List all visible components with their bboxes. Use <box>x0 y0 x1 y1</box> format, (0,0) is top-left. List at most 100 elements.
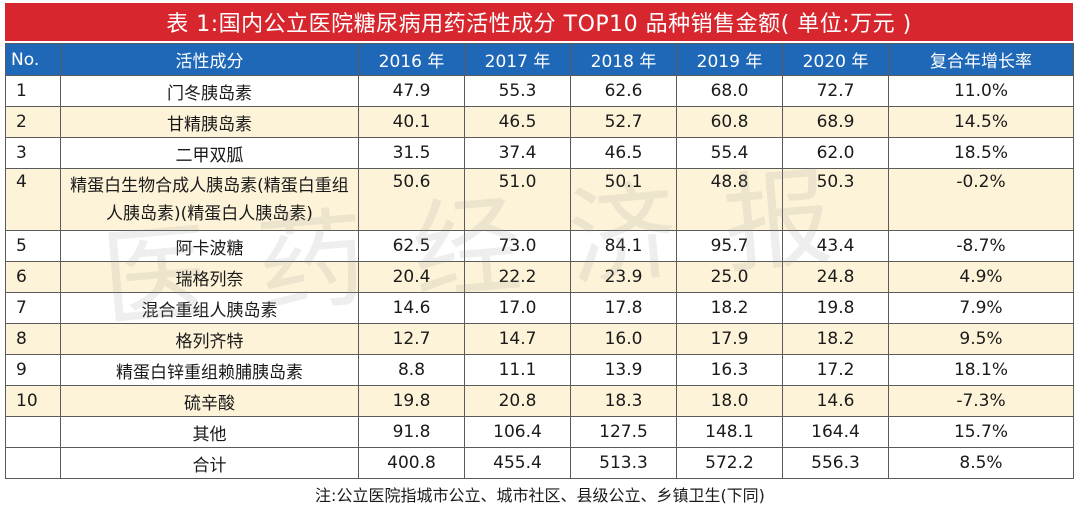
value-2017: 37.4 <box>464 137 571 169</box>
ingredient-name: 阿卡波糖 <box>60 230 359 262</box>
header-row: No. 活性成分 2016 年 2017 年 2018 年 2019 年 202… <box>5 43 1074 76</box>
value-2017: 11.1 <box>464 354 571 386</box>
ingredient-name: 门冬胰岛素 <box>60 75 359 107</box>
cagr-value: 18.5% <box>888 137 1074 169</box>
value-2016: 8.8 <box>358 354 465 386</box>
ingredient-name: 混合重组人胰岛素 <box>60 292 359 324</box>
value-2020: 164.4 <box>782 416 889 448</box>
value-2019: 18.2 <box>676 292 783 324</box>
value-2019: 16.3 <box>676 354 783 386</box>
value-2020: 24.8 <box>782 261 889 293</box>
value-2020: 72.7 <box>782 75 889 107</box>
value-2018: 46.5 <box>570 137 677 169</box>
row-number <box>5 416 61 448</box>
value-2017: 14.7 <box>464 323 571 355</box>
value-2018: 50.1 <box>570 168 677 231</box>
value-2017: 46.5 <box>464 106 571 138</box>
value-2019: 68.0 <box>676 75 783 107</box>
value-2019: 25.0 <box>676 261 783 293</box>
value-2019: 18.0 <box>676 385 783 417</box>
table-row: 10 硫辛酸 19.8 20.8 18.3 18.0 14.6 -7.3% <box>5 385 1074 417</box>
cagr-value: -8.7% <box>888 230 1074 262</box>
ingredient-name: 硫辛酸 <box>60 385 359 417</box>
row-number: 9 <box>5 354 61 386</box>
table-row: 4 精蛋白生物合成人胰岛素(精蛋白重组人胰岛素)(精蛋白人胰岛素) 50.6 5… <box>5 168 1074 231</box>
value-2020: 43.4 <box>782 230 889 262</box>
ingredient-name: 格列齐特 <box>60 323 359 355</box>
row-number: 7 <box>5 292 61 324</box>
ingredient-name: 二甲双胍 <box>60 137 359 169</box>
value-2017: 455.4 <box>464 447 571 479</box>
table-row: 6 瑞格列奈 20.4 22.2 23.9 25.0 24.8 4.9% <box>5 261 1074 293</box>
value-2019: 48.8 <box>676 168 783 231</box>
value-2018: 18.3 <box>570 385 677 417</box>
table-row: 7 混合重组人胰岛素 14.6 17.0 17.8 18.2 19.8 7.9% <box>5 292 1074 324</box>
row-number: 10 <box>5 385 61 417</box>
row-number: 3 <box>5 137 61 169</box>
value-2018: 84.1 <box>570 230 677 262</box>
table-row: 5 阿卡波糖 62.5 73.0 84.1 95.7 43.4 -8.7% <box>5 230 1074 262</box>
ingredient-name: 甘精胰岛素 <box>60 106 359 138</box>
value-2017: 106.4 <box>464 416 571 448</box>
value-2020: 18.2 <box>782 323 889 355</box>
value-2016: 62.5 <box>358 230 465 262</box>
row-number: 2 <box>5 106 61 138</box>
ingredient-name: 瑞格列奈 <box>60 261 359 293</box>
value-2016: 20.4 <box>358 261 465 293</box>
value-2020: 556.3 <box>782 447 889 479</box>
value-2017: 20.8 <box>464 385 571 417</box>
value-2019: 572.2 <box>676 447 783 479</box>
value-2018: 23.9 <box>570 261 677 293</box>
value-2016: 40.1 <box>358 106 465 138</box>
value-2020: 68.9 <box>782 106 889 138</box>
cagr-value: 9.5% <box>888 323 1074 355</box>
value-2020: 19.8 <box>782 292 889 324</box>
cagr-value: 4.9% <box>888 261 1074 293</box>
table-row-total: 合计 400.8 455.4 513.3 572.2 556.3 8.5% <box>5 447 1074 479</box>
value-2020: 17.2 <box>782 354 889 386</box>
value-2016: 14.6 <box>358 292 465 324</box>
row-number: 6 <box>5 261 61 293</box>
cagr-value: 15.7% <box>888 416 1074 448</box>
header-cell-no: No. <box>5 43 61 76</box>
row-number: 8 <box>5 323 61 355</box>
value-2018: 62.6 <box>570 75 677 107</box>
value-2017: 73.0 <box>464 230 571 262</box>
ingredient-name: 精蛋白锌重组赖脯胰岛素 <box>60 354 359 386</box>
row-number <box>5 447 61 479</box>
value-2020: 50.3 <box>782 168 889 231</box>
ingredient-name: 其他 <box>60 416 359 448</box>
value-2017: 51.0 <box>464 168 571 231</box>
header-cell-2019: 2019 年 <box>676 43 783 76</box>
header-cell-2020: 2020 年 <box>782 43 889 76</box>
value-2017: 55.3 <box>464 75 571 107</box>
row-number: 1 <box>5 75 61 107</box>
table-row: 8 格列齐特 12.7 14.7 16.0 17.9 18.2 9.5% <box>5 323 1074 355</box>
table-row: 2 甘精胰岛素 40.1 46.5 52.7 60.8 68.9 14.5% <box>5 106 1074 138</box>
value-2018: 17.8 <box>570 292 677 324</box>
value-2019: 17.9 <box>676 323 783 355</box>
value-2018: 13.9 <box>570 354 677 386</box>
value-2016: 31.5 <box>358 137 465 169</box>
cagr-value: -7.3% <box>888 385 1074 417</box>
header-cell-2018: 2018 年 <box>570 43 677 76</box>
cagr-value: 18.1% <box>888 354 1074 386</box>
cagr-value: 14.5% <box>888 106 1074 138</box>
table-title: 表 1:国内公立医院糖尿病用药活性成分 TOP10 品种销售金额( 单位:万元 … <box>5 3 1073 41</box>
value-2016: 12.7 <box>358 323 465 355</box>
cagr-value: 8.5% <box>888 447 1074 479</box>
header-cell-ingredient: 活性成分 <box>60 43 359 76</box>
header-cell-2017: 2017 年 <box>464 43 571 76</box>
value-2018: 16.0 <box>570 323 677 355</box>
cagr-value: -0.2% <box>888 168 1074 231</box>
value-2020: 62.0 <box>782 137 889 169</box>
value-2017: 22.2 <box>464 261 571 293</box>
value-2016: 19.8 <box>358 385 465 417</box>
value-2016: 400.8 <box>358 447 465 479</box>
cagr-value: 11.0% <box>888 75 1074 107</box>
header-cell-2016: 2016 年 <box>358 43 465 76</box>
value-2018: 52.7 <box>570 106 677 138</box>
footnote: 注:公立医院指城市公立、城市社区、县级公立、乡镇卫生(下同) <box>315 486 765 505</box>
table-row: 9 精蛋白锌重组赖脯胰岛素 8.8 11.1 13.9 16.3 17.2 18… <box>5 354 1074 386</box>
value-2019: 95.7 <box>676 230 783 262</box>
